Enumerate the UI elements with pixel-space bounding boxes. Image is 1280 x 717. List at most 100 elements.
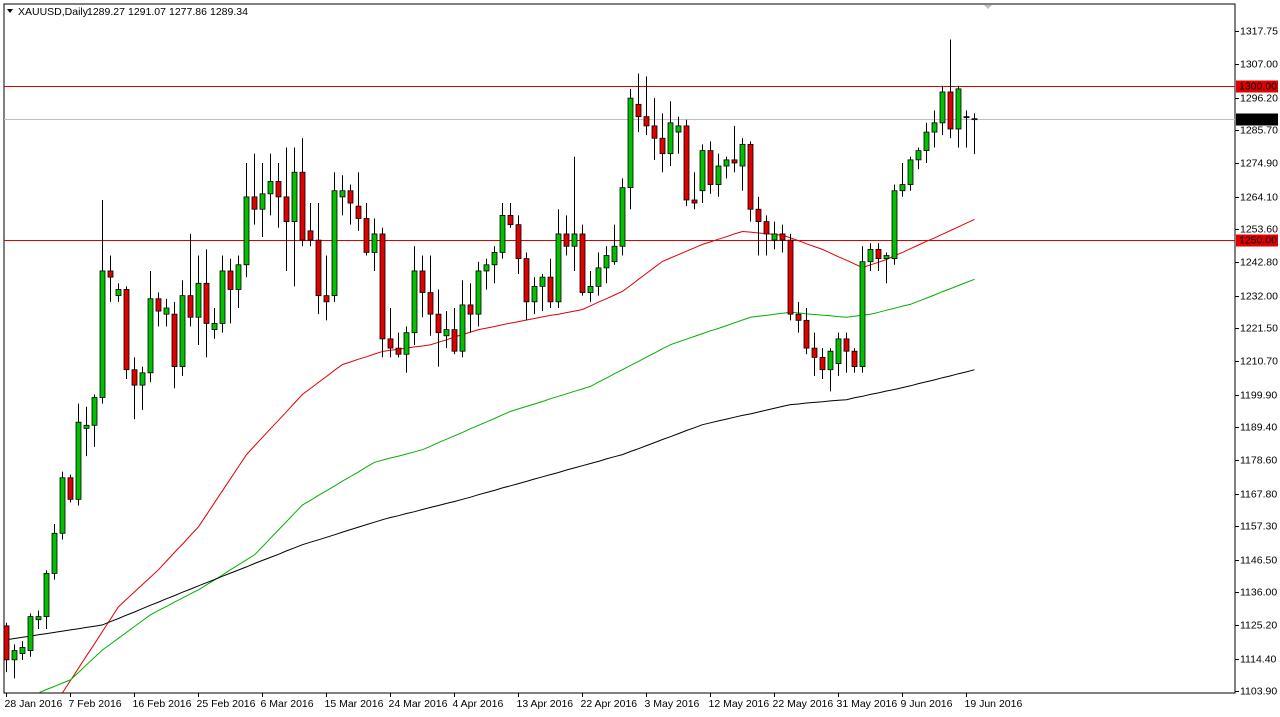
shift-marker (984, 5, 992, 9)
candle-body (891, 190, 898, 260)
candle-body (35, 616, 42, 621)
candle-body (451, 329, 458, 352)
price-label: 1289.34 (1239, 113, 1277, 125)
x-tick-label: 22 May 2016 (773, 698, 834, 710)
candle-body (219, 270, 226, 324)
candle-body (787, 239, 794, 315)
y-tick-label: 1232.00 (1240, 290, 1278, 302)
candle-body (803, 319, 810, 349)
candle-body (915, 150, 922, 161)
candle-body (11, 650, 18, 661)
level-label-bg (1236, 234, 1278, 247)
candle-body (291, 171, 298, 222)
candle-body (43, 573, 50, 618)
chart-title: XAUUSD,Daily (18, 6, 89, 18)
candle-body (907, 159, 914, 185)
header-low: 1277.86 (169, 6, 207, 18)
candle-body (83, 424, 90, 429)
candle-body (211, 323, 218, 330)
candle-body (851, 350, 858, 368)
candle-body (755, 208, 762, 222)
candle-body (403, 332, 410, 355)
header-close: 1289.34 (210, 6, 248, 18)
level-label-bg (1236, 80, 1278, 93)
candle-body (651, 125, 658, 139)
candle-body (579, 233, 586, 293)
plot-frame (3, 3, 1236, 694)
candle-body (51, 532, 58, 574)
candle-body (707, 150, 714, 185)
candle-body (379, 233, 386, 340)
candle-body (395, 347, 402, 355)
candle-body (923, 131, 930, 151)
menu-arrow[interactable] (7, 9, 13, 13)
candle-body (419, 270, 426, 293)
candle-body (459, 304, 466, 352)
y-tick-label: 1103.90 (1240, 685, 1277, 697)
candle-body (267, 181, 274, 195)
candle-body (595, 267, 602, 287)
candle-body (539, 276, 546, 287)
candle-body (371, 233, 378, 253)
candle-body (827, 350, 834, 371)
candle-body (59, 477, 66, 534)
candle-body (955, 88, 962, 130)
y-tick-label: 1307.00 (1240, 58, 1278, 70)
candle-body (27, 616, 34, 651)
candle-body (483, 264, 490, 272)
level-label: 1250.00 (1239, 234, 1277, 246)
x-tick-label: 19 Jun 2016 (965, 698, 1023, 710)
candle-body (627, 97, 634, 189)
candle-body (947, 91, 954, 130)
candle-body (931, 122, 938, 133)
candle-body (667, 122, 674, 155)
x-tick-label: 22 Apr 2016 (581, 698, 638, 710)
moving-average (62, 218, 975, 693)
candle-body (635, 103, 642, 118)
candle-body (171, 313, 178, 368)
candle-body (411, 270, 418, 334)
y-tick-label: 1178.60 (1240, 454, 1277, 466)
candle-body (643, 116, 650, 127)
candle-body (387, 338, 394, 349)
candle-body (491, 252, 498, 266)
candle-body (283, 196, 290, 222)
candle-body (699, 150, 706, 192)
x-tick-label: 9 Jun 2016 (901, 698, 953, 710)
x-tick-label: 31 May 2016 (837, 698, 898, 710)
x-tick-label: 16 Feb 2016 (133, 698, 192, 710)
y-tick-label: 1296.20 (1240, 92, 1278, 104)
header-open: 1289.27 (87, 6, 125, 18)
candle-body (507, 215, 514, 226)
moving-average (6, 369, 975, 641)
candle-body (659, 137, 666, 155)
y-tick-label: 1274.90 (1240, 157, 1278, 169)
candle-body (763, 221, 770, 235)
y-tick-label: 1167.80 (1240, 488, 1277, 500)
candle-body (467, 304, 474, 315)
candle-body (795, 313, 802, 321)
plot-area (4, 39, 1235, 693)
y-tick-label: 1221.50 (1240, 322, 1278, 334)
candle-body (235, 264, 242, 290)
y-tick-label: 1210.70 (1240, 355, 1278, 367)
level-label: 1300.00 (1239, 80, 1277, 92)
candle-body (619, 187, 626, 247)
candle-body (4, 625, 10, 661)
candle-body (203, 282, 210, 324)
y-tick-label: 1264.10 (1240, 191, 1278, 203)
candle-body (243, 196, 250, 266)
candle-body (339, 190, 346, 198)
candle-body (251, 196, 258, 210)
candle-body (67, 477, 74, 500)
candle-body (475, 270, 482, 315)
candle-body (971, 118, 978, 121)
candle-body (499, 215, 506, 253)
candle-body (683, 125, 690, 201)
candle-body (739, 144, 746, 167)
candle-body (363, 218, 370, 253)
candle-body (155, 298, 162, 312)
candle-body (963, 116, 970, 119)
candle-body (259, 193, 266, 210)
